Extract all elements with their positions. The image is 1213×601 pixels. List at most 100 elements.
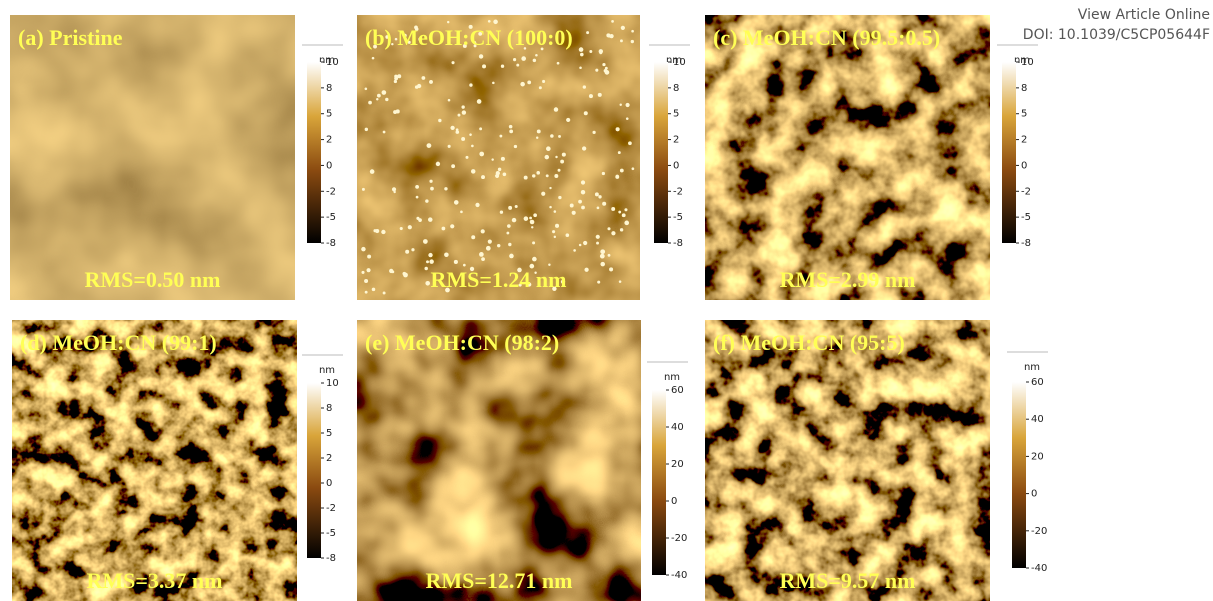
- particle: [619, 280, 622, 283]
- particle: [581, 180, 585, 184]
- particle: [608, 254, 611, 257]
- particle: [572, 211, 576, 215]
- rms-label: RMS=1.24 nm: [431, 267, 567, 292]
- particle: [471, 169, 476, 174]
- particle: [532, 241, 535, 244]
- particle: [533, 213, 537, 217]
- particle: [625, 103, 629, 107]
- colorbar-tick-label: -5: [326, 528, 336, 539]
- particle: [451, 164, 455, 168]
- particle: [392, 187, 396, 191]
- particle: [488, 20, 491, 23]
- particle: [447, 21, 449, 23]
- particle: [592, 131, 595, 134]
- particle: [492, 82, 495, 85]
- particle: [512, 218, 517, 223]
- particle: [503, 172, 507, 176]
- particle: [558, 169, 561, 172]
- particle: [425, 199, 428, 202]
- particle: [471, 145, 474, 148]
- particle: [632, 167, 635, 170]
- particle: [385, 98, 388, 101]
- article-link[interactable]: View Article Online: [1078, 7, 1210, 23]
- colorbar-tick-label: 8: [673, 83, 679, 94]
- particle: [631, 30, 634, 33]
- particle: [373, 229, 376, 232]
- particle: [620, 39, 623, 42]
- colorbar-tick-label: 8: [326, 83, 332, 94]
- particle: [428, 253, 432, 257]
- particle: [460, 211, 463, 214]
- particle: [535, 54, 538, 57]
- particle: [471, 235, 475, 239]
- colorbar-tick-label: 20: [671, 459, 684, 470]
- particle: [589, 50, 592, 53]
- afm-image: [10, 15, 295, 300]
- particle: [370, 169, 375, 174]
- particle: [582, 146, 586, 150]
- particle: [536, 136, 538, 138]
- particle: [495, 174, 499, 178]
- particle: [454, 200, 459, 205]
- particle: [589, 94, 593, 98]
- particle: [624, 208, 627, 211]
- afm-panel: (d) MeOH:CN (99:1)RMS=3.37 nmnm108520-2-…: [12, 320, 343, 601]
- particle: [554, 107, 558, 111]
- colorbar-unit: nm: [319, 365, 335, 376]
- particle: [415, 85, 418, 88]
- afm-image: [12, 320, 297, 601]
- particle: [579, 47, 584, 52]
- particle: [584, 111, 588, 115]
- colorbar: [1012, 382, 1026, 568]
- particle: [444, 252, 449, 257]
- panel-label: (c) MeOH:CN (99.5:0.5): [713, 25, 940, 50]
- colorbar-tick-label: 2: [673, 135, 679, 146]
- particle: [524, 216, 529, 221]
- particle: [597, 281, 600, 284]
- particle: [450, 126, 454, 130]
- particle: [596, 242, 599, 245]
- particle: [607, 227, 610, 230]
- colorbar: [307, 383, 321, 558]
- rms-label: RMS=3.37 nm: [87, 568, 223, 593]
- particle: [581, 206, 585, 210]
- afm-panel: (c) MeOH:CN (99.5:0.5)RMS=2.99 nmnm10852…: [705, 15, 1038, 300]
- particle: [389, 269, 393, 273]
- particle: [628, 141, 632, 145]
- particle: [600, 262, 605, 267]
- panel-label: (a) Pristine: [18, 25, 123, 50]
- particle: [573, 249, 576, 252]
- particle: [461, 137, 465, 141]
- particle: [429, 80, 433, 84]
- particle: [531, 226, 533, 228]
- particle: [554, 174, 558, 178]
- particle: [507, 224, 511, 228]
- colorbar-tick-label: 10: [326, 57, 339, 68]
- particle: [599, 51, 602, 54]
- particle: [377, 94, 381, 98]
- particle: [430, 187, 434, 191]
- particle: [542, 80, 545, 83]
- particle: [516, 64, 519, 67]
- particle: [497, 244, 500, 247]
- particle: [611, 20, 614, 23]
- particle: [566, 233, 570, 237]
- particle: [527, 80, 531, 84]
- particle: [620, 103, 622, 105]
- particle: [424, 267, 427, 270]
- particle: [549, 206, 552, 209]
- particle: [597, 206, 600, 209]
- particle: [550, 134, 554, 138]
- particle: [493, 20, 498, 25]
- particle: [372, 288, 376, 292]
- colorbar-tick-label: 5: [673, 109, 679, 120]
- particle: [595, 69, 598, 72]
- particle: [602, 202, 606, 206]
- colorbar-tick-label: -20: [671, 533, 687, 544]
- colorbar-tick-label: -8: [326, 238, 336, 249]
- particle: [479, 54, 483, 58]
- figure: View Article Online DOI: 10.1039/C5CP056…: [0, 0, 1213, 601]
- particle: [533, 59, 536, 62]
- particle: [454, 260, 458, 264]
- particle: [469, 83, 472, 86]
